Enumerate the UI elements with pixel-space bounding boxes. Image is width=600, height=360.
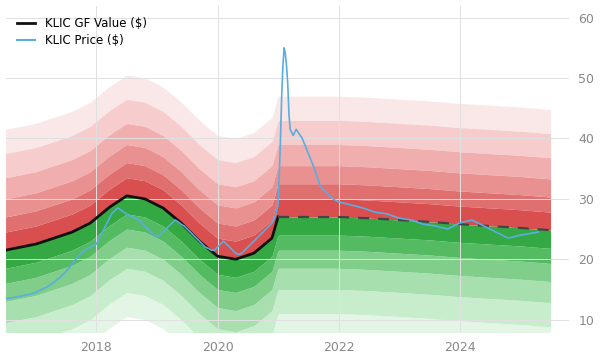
Legend: KLIC GF Value ($), KLIC Price ($): KLIC GF Value ($), KLIC Price ($) xyxy=(11,12,152,53)
